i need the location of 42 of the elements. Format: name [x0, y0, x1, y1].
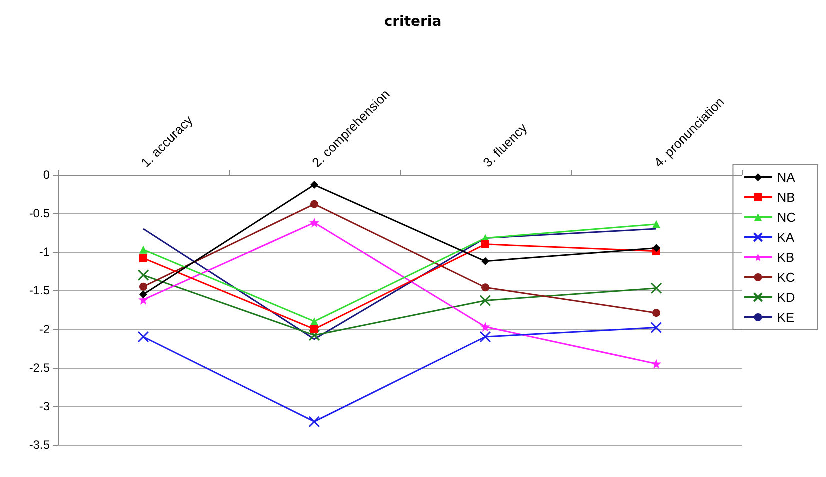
y-tick-label: -1.5 — [29, 284, 50, 298]
point — [652, 220, 660, 228]
legend-label: NA — [777, 170, 796, 185]
legend-label: KB — [777, 250, 795, 265]
point — [482, 284, 490, 292]
y-tick-label: -2 — [39, 322, 50, 336]
point — [308, 330, 320, 342]
point — [310, 325, 318, 334]
point — [482, 240, 490, 248]
y-tick-label: -2.5 — [29, 360, 50, 375]
point — [650, 282, 662, 294]
point — [310, 218, 320, 228]
point — [308, 416, 320, 428]
y-tick-label: -3.5 — [29, 438, 50, 452]
point — [140, 290, 148, 299]
point — [138, 331, 150, 343]
legend-label: KC — [777, 270, 796, 285]
y-tick-label: -0.5 — [29, 206, 50, 221]
point — [650, 322, 662, 334]
y-tick-label: -1 — [39, 245, 50, 260]
point — [652, 309, 660, 318]
legend-label: KD — [777, 290, 796, 305]
point — [310, 200, 318, 208]
point — [652, 244, 660, 252]
point — [310, 181, 318, 190]
point — [138, 270, 150, 282]
point — [140, 282, 148, 291]
point — [140, 246, 148, 254]
point — [482, 257, 490, 266]
point — [480, 331, 492, 343]
chart-title: criteria — [384, 14, 442, 30]
legend-label: NC — [777, 210, 796, 225]
legend-label: KA — [777, 230, 795, 245]
y-tick-label: -3 — [39, 399, 50, 414]
point — [310, 318, 318, 326]
point — [480, 294, 492, 306]
y-tick-label: 0 — [43, 168, 50, 182]
point — [652, 359, 662, 369]
point — [480, 322, 490, 332]
point — [140, 254, 148, 262]
legend-label: NB — [777, 190, 796, 205]
legend-label: KE — [777, 310, 795, 325]
